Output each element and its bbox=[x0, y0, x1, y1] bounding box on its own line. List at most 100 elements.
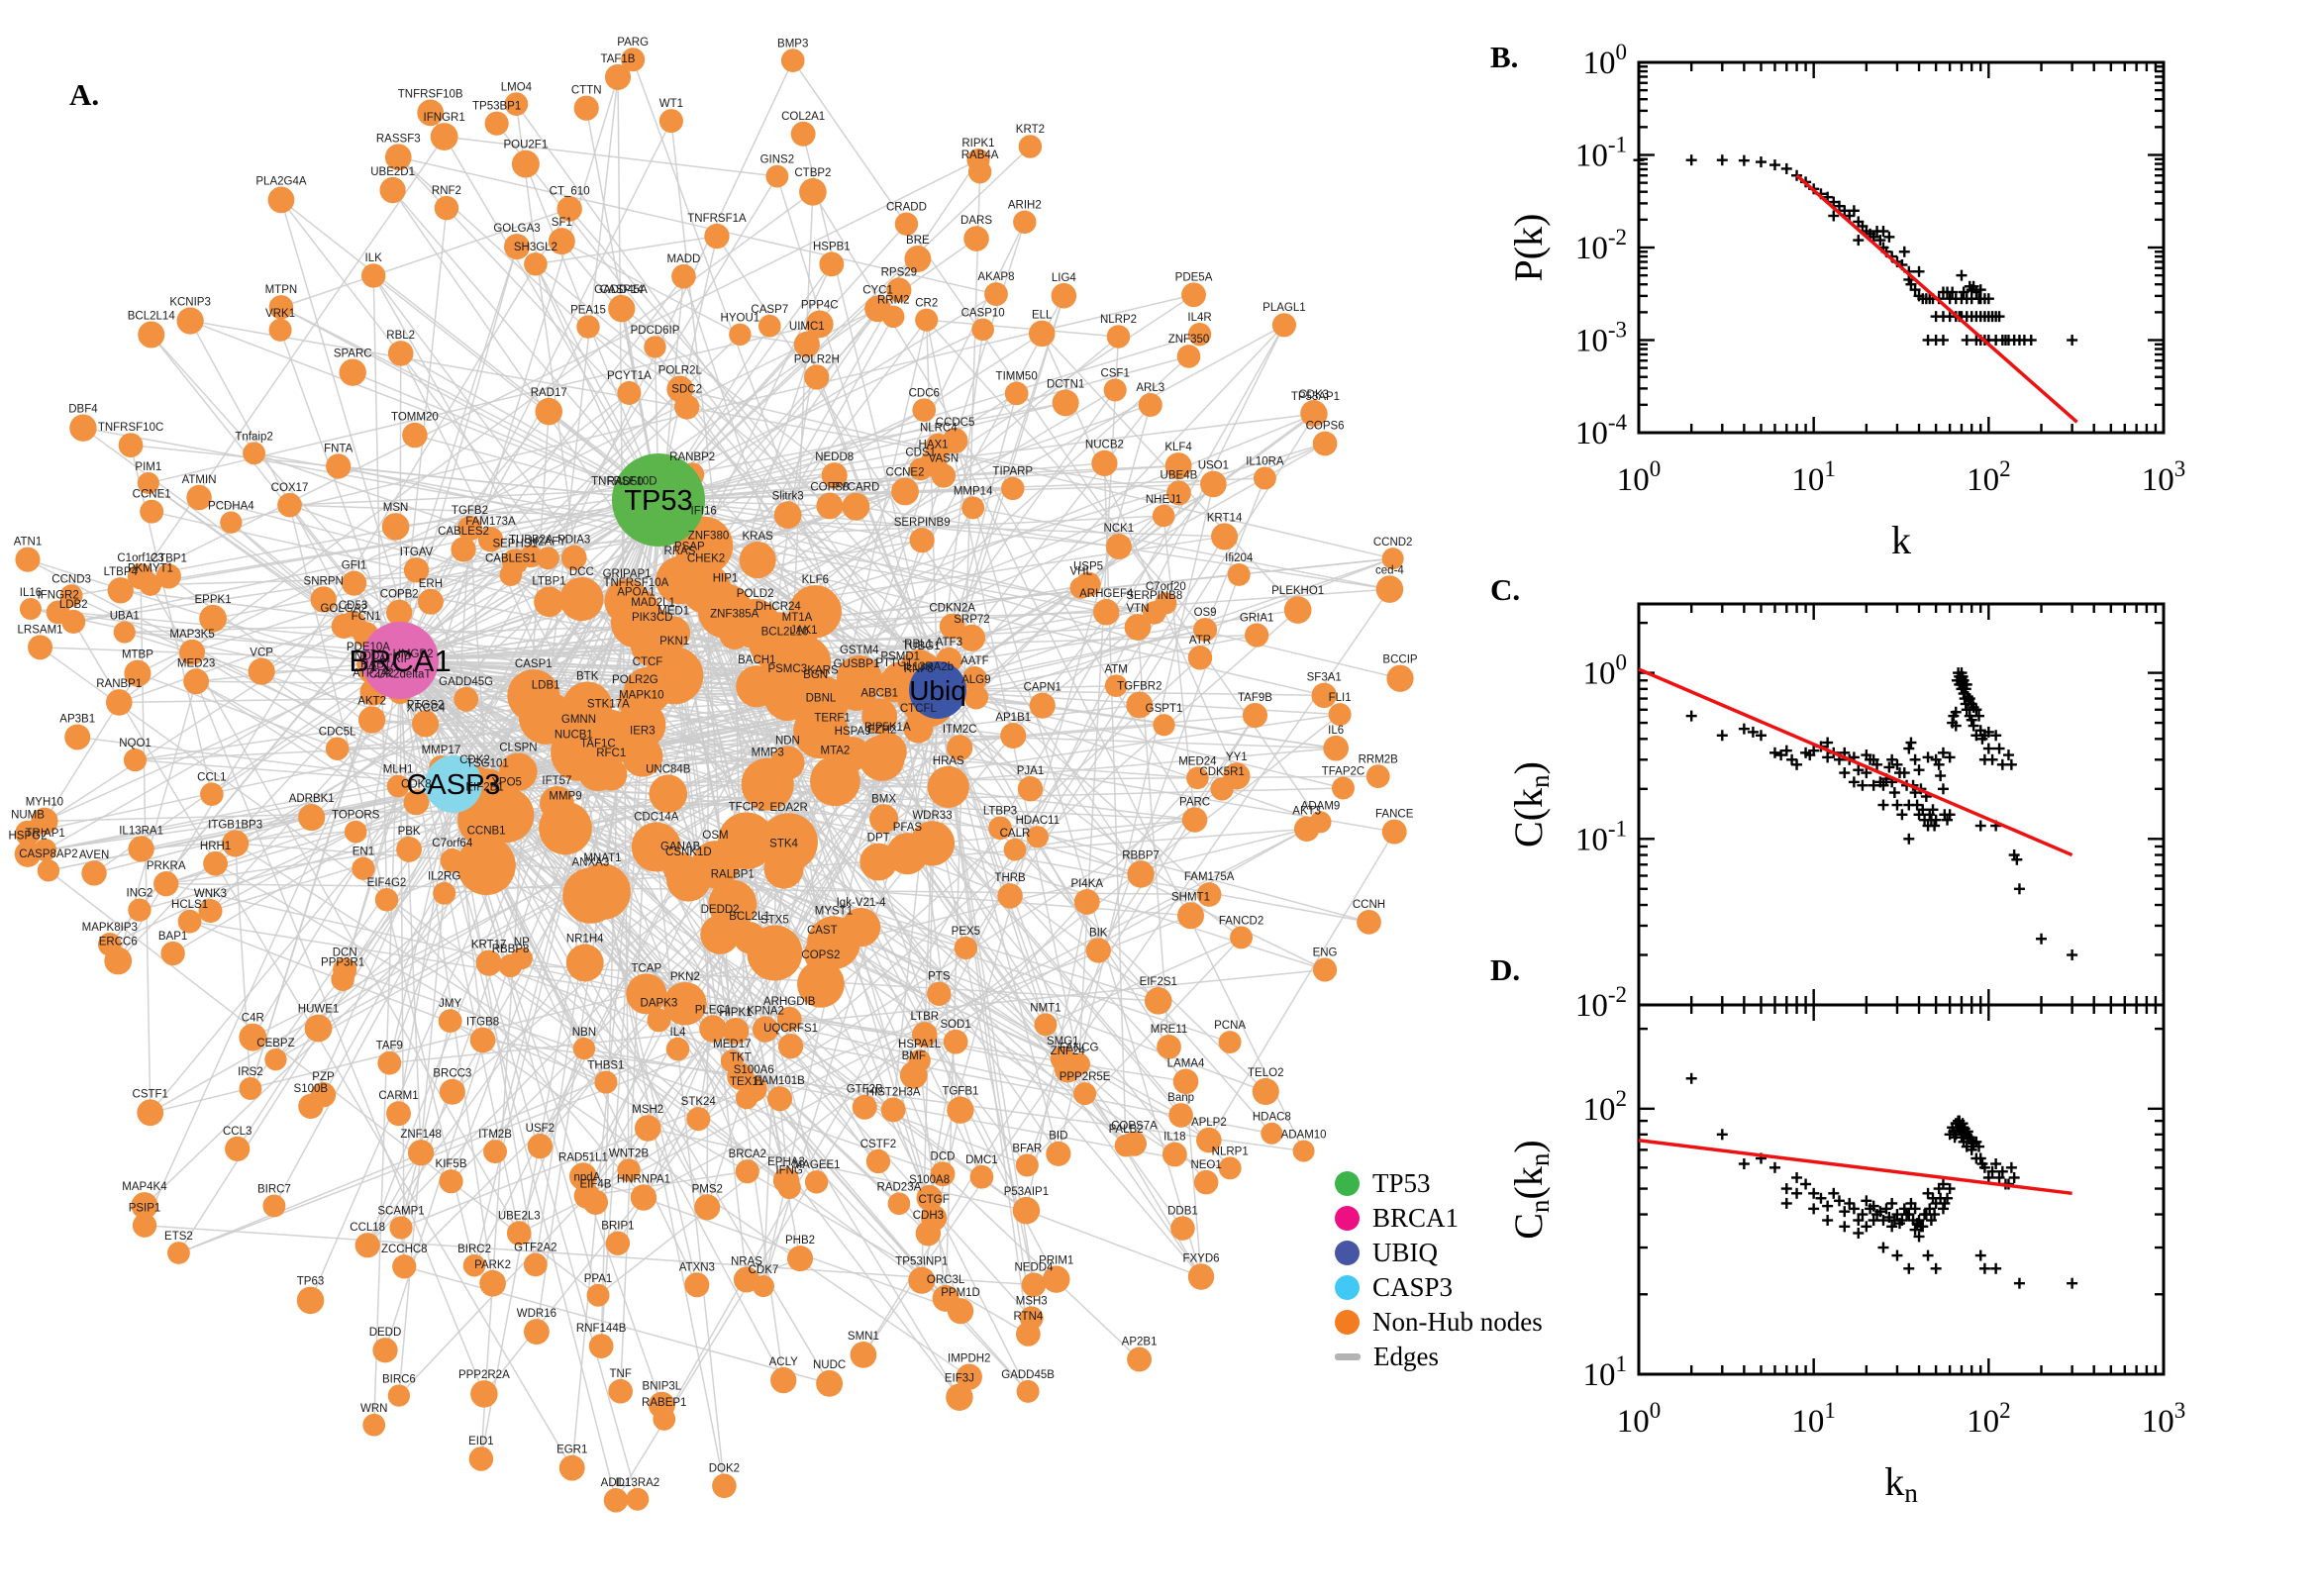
network-node bbox=[912, 398, 937, 423]
network-node-label: GANAB bbox=[660, 842, 701, 853]
svg-text:103: 103 bbox=[2142, 1398, 2186, 1440]
network-node-label: LTBR bbox=[911, 1011, 940, 1023]
network-node-label: CDS1 bbox=[905, 447, 936, 458]
legend-label: CASP3 bbox=[1372, 1272, 1454, 1302]
network-node bbox=[604, 63, 632, 90]
network-node-label: RAD50 bbox=[607, 476, 644, 488]
network-node-label: LTBP4 bbox=[104, 566, 139, 578]
network-node-label: SERPINB9 bbox=[894, 517, 951, 529]
network-node-label: DPT bbox=[867, 833, 890, 845]
network-node bbox=[1052, 389, 1079, 417]
network-node bbox=[310, 586, 337, 613]
network-node bbox=[1165, 480, 1191, 506]
network-node-label: MTBP bbox=[122, 649, 153, 661]
network-node bbox=[372, 1338, 398, 1363]
network-node bbox=[264, 1048, 287, 1071]
network-node-label: MAP4K4 bbox=[122, 1181, 167, 1193]
network-node-label: TP63 bbox=[297, 1276, 325, 1288]
network-node-label: KCNIP3 bbox=[169, 296, 211, 308]
network-node bbox=[412, 710, 440, 738]
network-node bbox=[1210, 777, 1234, 801]
network-node bbox=[776, 1006, 802, 1032]
network-node-label: SMN1 bbox=[848, 1331, 879, 1343]
network-labels: CDC14AMAGEE1DHCR24ARL3BanpTAF9BnpdAALG9T… bbox=[9, 37, 1418, 1489]
network-node bbox=[565, 944, 604, 982]
network-node bbox=[954, 936, 978, 960]
network-node-label: NQO1 bbox=[119, 738, 152, 749]
network-node bbox=[1252, 1077, 1279, 1106]
network-node bbox=[816, 492, 844, 520]
network-node-label: BCCIP bbox=[1382, 654, 1417, 666]
network-node-label: IL10RA bbox=[1246, 456, 1284, 468]
network-node-label: CDC14A bbox=[634, 811, 679, 823]
network-node bbox=[819, 251, 845, 277]
network-node-label: CTTN bbox=[571, 85, 602, 97]
network-node bbox=[1029, 692, 1056, 719]
network-node bbox=[439, 1169, 463, 1194]
network-node bbox=[1073, 888, 1100, 915]
network-node bbox=[594, 1070, 618, 1094]
network-node bbox=[477, 527, 504, 552]
network-node bbox=[1091, 449, 1118, 476]
network-node-label: UIMC1 bbox=[789, 321, 825, 333]
legend-item-non-hub-nodes: Non-Hub nodes bbox=[1335, 1305, 1543, 1340]
panel-d-label: D. bbox=[1490, 952, 1521, 987]
network-node bbox=[1164, 452, 1192, 479]
network-node bbox=[1211, 523, 1239, 550]
network-node bbox=[733, 1266, 760, 1293]
network-node-label: ZNF385A bbox=[710, 609, 759, 621]
network-node-label: C7orf64 bbox=[432, 838, 473, 849]
network-node bbox=[225, 1136, 251, 1161]
network-node-label: ITM2C bbox=[943, 724, 977, 736]
network-node bbox=[440, 848, 464, 873]
network-node-label: IL4R bbox=[1187, 312, 1211, 324]
network-node bbox=[1196, 1127, 1222, 1153]
network-node bbox=[1245, 623, 1269, 648]
network-node-label: CDK3 bbox=[1298, 389, 1329, 401]
network-node-label: CCL1 bbox=[197, 771, 226, 783]
network-node-label: PKMYT1 bbox=[128, 563, 173, 575]
network-node bbox=[997, 883, 1023, 909]
network-node-label: SHMT1 bbox=[1171, 891, 1210, 903]
network-node bbox=[386, 1101, 411, 1127]
network-node bbox=[483, 1140, 508, 1164]
network-node-label: SDC2 bbox=[671, 383, 702, 395]
network-node bbox=[527, 1133, 554, 1159]
network-node-label: CTBP1 bbox=[151, 552, 187, 564]
network-node bbox=[821, 462, 848, 489]
network-node bbox=[727, 1062, 755, 1091]
network-node bbox=[387, 341, 414, 366]
network-node bbox=[915, 308, 939, 332]
network-node bbox=[1177, 902, 1205, 930]
network-node-label: AKAP8 bbox=[977, 271, 1014, 283]
network-node-label: TEX11 bbox=[730, 1076, 763, 1088]
network-node bbox=[167, 1242, 190, 1264]
network-node-label: HSPA1L bbox=[898, 1039, 942, 1050]
network-node-label: CT_610 bbox=[550, 185, 590, 197]
axis-tick-labels: 100 101 102 103 100 10-1 10-2 10-3 10-4 bbox=[1575, 40, 2185, 498]
network-node bbox=[123, 748, 148, 772]
network-node-label: PFAS bbox=[893, 822, 923, 834]
network-node-label: MSN bbox=[383, 502, 409, 514]
network-node bbox=[916, 1184, 943, 1212]
network-node bbox=[128, 898, 152, 922]
network-node-label: CABLES2 bbox=[438, 526, 489, 538]
network-node bbox=[1093, 599, 1120, 626]
network-node bbox=[132, 1213, 157, 1238]
network-node-label: BAP1 bbox=[158, 931, 187, 943]
network-node bbox=[1016, 1322, 1041, 1347]
network-node-label: SRP72 bbox=[954, 614, 989, 626]
network-node-label: PCNA bbox=[1214, 1020, 1246, 1032]
network-node-label: Banp bbox=[1167, 1092, 1194, 1104]
network-node bbox=[686, 1107, 711, 1132]
network-node bbox=[805, 310, 834, 339]
network-node bbox=[1292, 1140, 1315, 1162]
network-node-label: RANBP2 bbox=[669, 451, 715, 463]
network-node-label: TGFBR2 bbox=[1117, 681, 1162, 693]
svg-text:101: 101 bbox=[1791, 456, 1836, 498]
network-node-label: MSH2 bbox=[632, 1104, 663, 1116]
network-node-label: TGFB1 bbox=[942, 1086, 978, 1098]
network-node-label: BACH1 bbox=[738, 654, 775, 666]
svg-text:100: 100 bbox=[1617, 456, 1662, 498]
